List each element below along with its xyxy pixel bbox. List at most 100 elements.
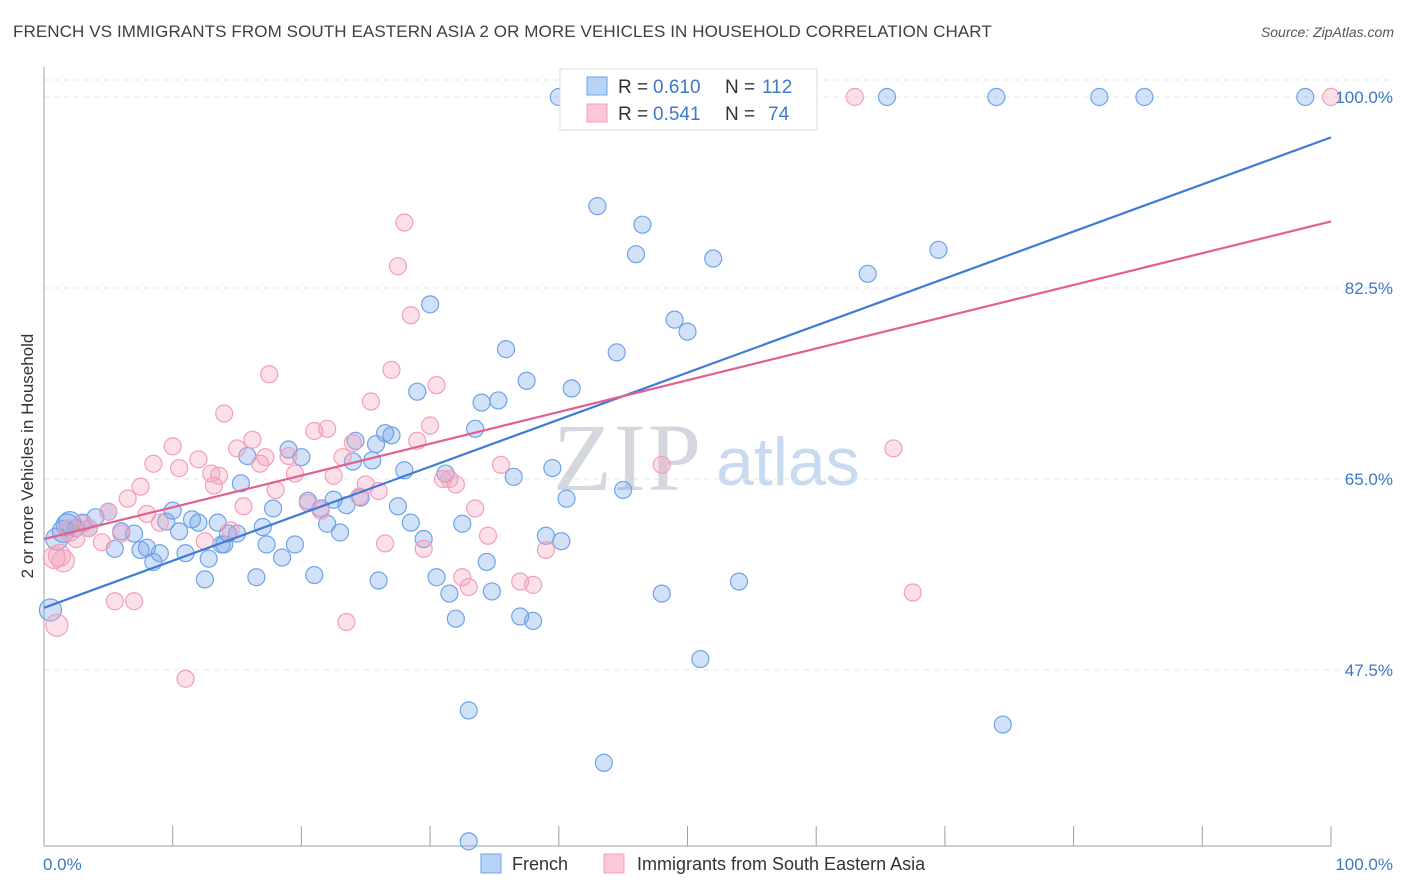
french-point <box>414 529 433 549</box>
french-point <box>382 426 401 445</box>
x-tick-label-min: 0.0% <box>43 855 82 874</box>
french-point <box>1090 87 1109 107</box>
french-point <box>459 701 478 720</box>
y-tick-label: 82.5% <box>1345 279 1393 298</box>
french-point <box>369 571 388 590</box>
french-point <box>614 480 633 500</box>
source-note: Source: ZipAtlas.com <box>1260 24 1394 40</box>
sea-point <box>99 502 118 521</box>
sea-point <box>256 448 275 467</box>
y-tick-label: 65.0% <box>1345 470 1393 489</box>
sea-point <box>903 583 922 602</box>
chart-title: FRENCH VS IMMIGRANTS FROM SOUTH EASTERN … <box>13 22 992 41</box>
french-point <box>346 431 365 450</box>
french-point <box>557 489 576 508</box>
legend-r-value-1: 0.610 <box>653 77 701 98</box>
french-point <box>877 87 897 107</box>
sea-point <box>395 213 414 232</box>
sea-points <box>42 87 1341 688</box>
sea-point <box>343 433 362 453</box>
french-point <box>272 548 292 567</box>
legend: R = 0.610 N = 112 R = 0.541 N = 74 <box>559 68 818 131</box>
french-point <box>729 572 749 591</box>
french-point <box>170 522 189 541</box>
sea-point <box>318 419 337 438</box>
french-point <box>504 467 523 486</box>
french-point <box>453 514 472 533</box>
sea-point <box>884 439 903 458</box>
french-point <box>305 565 324 585</box>
sea-point <box>163 437 182 456</box>
y-tick-labels: 47.5% 65.0% 82.5% 100.0% <box>1335 88 1393 680</box>
french-point <box>552 532 571 551</box>
french-point <box>929 240 948 259</box>
french-point <box>459 832 478 851</box>
french-point <box>489 391 508 410</box>
french-point <box>285 535 305 554</box>
french-point <box>231 474 251 493</box>
sea-point <box>279 446 298 466</box>
sea-point <box>466 499 485 518</box>
sea-point <box>1321 87 1341 107</box>
legend-r-label-1: R = <box>618 77 648 98</box>
french-point <box>993 715 1012 734</box>
french-point <box>477 552 496 572</box>
sea-point <box>421 416 440 435</box>
legend-n-label-1: N = <box>725 77 755 98</box>
x-tick-marks <box>43 826 1332 846</box>
legend-r-label-2: R = <box>618 104 648 125</box>
french-point <box>257 535 276 554</box>
legend-swatch-french <box>586 76 608 96</box>
sea-point <box>845 87 864 107</box>
trend-lines <box>43 136 1332 609</box>
sea-point <box>446 475 465 494</box>
sea-point <box>361 392 380 411</box>
sea-point <box>459 577 478 597</box>
sea-point <box>170 458 189 478</box>
french-point <box>704 249 723 268</box>
bottom-legend-french: French <box>512 854 568 874</box>
watermark-zip: ZIP <box>553 404 703 511</box>
french-point <box>1296 87 1315 107</box>
french-point <box>523 611 543 630</box>
french-point <box>987 87 1006 107</box>
french-point <box>496 340 516 359</box>
sea-point <box>652 455 671 474</box>
french-point <box>543 458 562 478</box>
french-point <box>427 568 446 587</box>
sea-point <box>45 613 69 637</box>
french-point <box>189 513 208 532</box>
sea-point <box>215 404 234 423</box>
french-point <box>150 544 169 563</box>
french-point <box>330 523 350 542</box>
sea-trend-line <box>43 220 1332 541</box>
french-point <box>124 524 144 543</box>
french-point <box>482 582 501 601</box>
bottom-legend-swatch-sea <box>603 853 625 874</box>
french-point <box>440 584 459 603</box>
sea-point <box>124 592 144 611</box>
french-point <box>594 753 613 772</box>
french-point <box>665 310 684 329</box>
french-point <box>195 570 214 589</box>
french-point <box>199 549 218 568</box>
french-point <box>292 448 311 467</box>
legend-n-value-2: 74 <box>768 104 790 125</box>
bottom-legend-sea: Immigrants from South Eastern Asia <box>637 854 926 874</box>
sea-point <box>388 257 408 276</box>
french-point <box>588 197 607 216</box>
sea-point <box>536 540 556 560</box>
sea-point <box>204 476 223 495</box>
sea-point <box>243 430 262 449</box>
sea-point <box>150 513 169 532</box>
french-point <box>626 245 646 264</box>
sea-point <box>234 497 253 516</box>
sea-point <box>401 306 420 325</box>
legend-n-label-2: N = <box>725 104 755 125</box>
french-point <box>157 512 176 531</box>
french-point <box>446 609 465 628</box>
sea-point <box>131 477 150 496</box>
sea-point <box>337 612 356 632</box>
french-point <box>517 371 536 390</box>
